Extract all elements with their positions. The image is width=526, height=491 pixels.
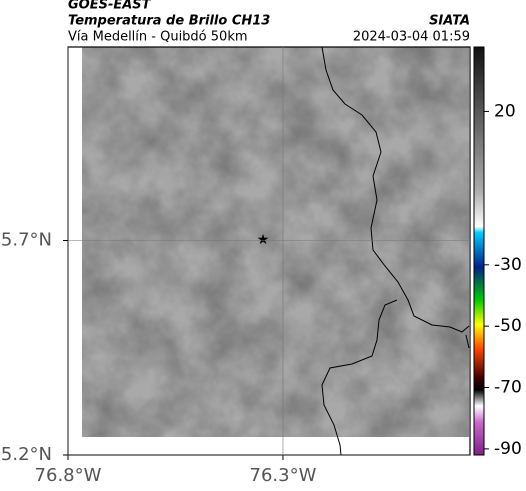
colorbar-label: -50 [494,316,522,336]
satellite: GOES-EAST [68,0,152,13]
colorbar-label: -30 [494,255,522,275]
source: SIATA [429,14,470,29]
y-tick-label: 5.2°N [1,444,52,465]
location-marker: ★ [257,232,270,248]
colorbar [473,46,485,456]
product: Temperatura de Brillo CH13 [68,14,270,29]
borders [321,46,470,456]
colorbar-label: -90 [494,439,522,459]
datetime: 2024-03-04 01:59 [353,30,470,45]
y-tick-label: 5.7°N [1,229,52,250]
region: Vía Medellín - Quibdó 50km [68,30,248,45]
x-tick-label: 76.3°W [250,465,317,486]
cloud-texture [82,47,469,437]
colorbar-label: 20 [494,101,516,121]
x-tick-label: 76.8°W [35,465,102,486]
colorbar-label: -70 [494,378,522,398]
